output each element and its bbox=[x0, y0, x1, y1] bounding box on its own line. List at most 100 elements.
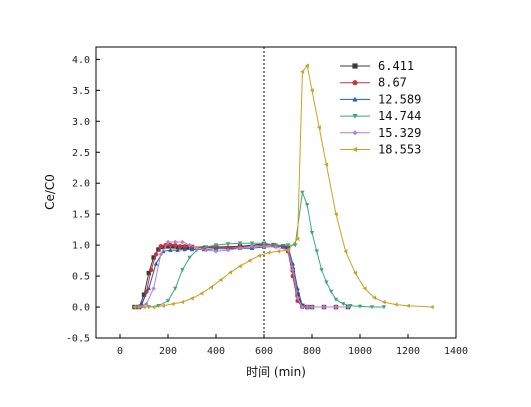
data-point bbox=[273, 244, 279, 250]
data-point bbox=[352, 80, 358, 86]
data-point bbox=[345, 304, 351, 310]
data-point bbox=[333, 304, 339, 310]
y-tick-label: 0.5 bbox=[72, 272, 90, 283]
legend-label: 6.411 bbox=[378, 59, 414, 73]
data-point bbox=[189, 296, 194, 301]
data-point bbox=[204, 247, 209, 253]
data-point bbox=[300, 304, 305, 310]
data-point bbox=[209, 285, 213, 290]
data-point bbox=[352, 96, 358, 102]
y-tick-label: 2.5 bbox=[72, 148, 90, 159]
data-point bbox=[225, 242, 231, 247]
data-point bbox=[261, 241, 267, 246]
series-5 bbox=[132, 63, 434, 310]
data-point bbox=[187, 255, 192, 260]
legend-item: 14.744 bbox=[340, 109, 421, 123]
data-point bbox=[175, 247, 180, 252]
data-point bbox=[146, 286, 151, 291]
data-point bbox=[293, 243, 298, 248]
legend-item: 18.553 bbox=[340, 143, 421, 157]
data-point bbox=[353, 270, 357, 276]
data-point bbox=[381, 305, 387, 310]
data-point bbox=[261, 244, 267, 249]
data-point bbox=[213, 249, 219, 254]
data-point bbox=[168, 242, 173, 248]
data-point bbox=[352, 146, 358, 153]
y-tick-label: 3.0 bbox=[72, 117, 90, 128]
data-point bbox=[225, 247, 231, 253]
legend-label: 8.67 bbox=[378, 76, 407, 90]
data-point bbox=[168, 247, 173, 252]
y-tick-label: -0.5 bbox=[66, 334, 90, 345]
data-point bbox=[333, 297, 339, 302]
data-point bbox=[175, 244, 180, 250]
data-point bbox=[218, 277, 223, 282]
data-point bbox=[352, 114, 358, 119]
data-point bbox=[309, 230, 315, 235]
data-point bbox=[144, 301, 149, 307]
data-point bbox=[170, 301, 175, 307]
data-point bbox=[247, 258, 252, 263]
legend-label: 18.553 bbox=[378, 143, 421, 157]
data-point bbox=[329, 289, 334, 294]
x-tick-label: 1000 bbox=[348, 346, 372, 357]
data-point bbox=[369, 305, 375, 310]
data-point bbox=[295, 295, 300, 300]
y-axis: -0.5 0.0 0.5 1.0 1.5 2.0 2.5 3.0 3.5 4.0 bbox=[66, 55, 100, 345]
legend-label: 15.329 bbox=[378, 126, 421, 140]
data-point bbox=[429, 304, 434, 310]
data-point bbox=[305, 304, 310, 310]
data-point bbox=[173, 239, 178, 245]
data-point bbox=[161, 244, 166, 250]
data-point bbox=[305, 203, 310, 208]
y-tick-label: 2.0 bbox=[72, 179, 90, 190]
data-point bbox=[151, 255, 156, 260]
data-point bbox=[237, 246, 243, 251]
series-line bbox=[134, 245, 336, 308]
data-point bbox=[153, 261, 159, 266]
legend-label: 14.744 bbox=[378, 109, 421, 123]
legend-item: 15.329 bbox=[340, 126, 421, 140]
x-axis-title: 时间 (min) bbox=[246, 365, 306, 379]
data-point bbox=[324, 162, 329, 167]
data-point bbox=[362, 286, 367, 291]
data-point bbox=[194, 246, 199, 251]
data-point bbox=[173, 242, 178, 248]
data-point bbox=[170, 244, 175, 249]
data-point bbox=[237, 241, 243, 246]
data-point bbox=[309, 88, 314, 93]
data-point bbox=[381, 299, 386, 305]
data-point bbox=[177, 244, 183, 249]
series-group bbox=[132, 63, 434, 310]
data-point bbox=[393, 302, 398, 307]
data-point bbox=[151, 304, 156, 310]
data-point bbox=[276, 249, 281, 254]
data-point bbox=[249, 241, 255, 246]
x-axis: 0 200 400 600 800 1000 1200 1400 bbox=[117, 334, 468, 357]
data-point bbox=[165, 244, 171, 249]
data-point bbox=[285, 247, 290, 253]
series-4 bbox=[137, 239, 351, 310]
series-2 bbox=[132, 244, 339, 309]
x-tick-label: 1200 bbox=[396, 346, 420, 357]
series-line bbox=[136, 244, 336, 308]
data-point bbox=[300, 190, 305, 195]
x-tick-label: 0 bbox=[117, 346, 123, 357]
data-point bbox=[343, 249, 348, 254]
data-point bbox=[158, 244, 163, 249]
y-axis-title: Ce/C0 bbox=[43, 174, 57, 210]
data-point bbox=[249, 244, 255, 249]
data-point bbox=[132, 304, 137, 310]
y-tick-label: 3.5 bbox=[72, 86, 90, 97]
data-point bbox=[228, 270, 233, 275]
series-line bbox=[139, 190, 384, 308]
data-point bbox=[357, 304, 363, 309]
data-point bbox=[317, 125, 321, 130]
data-point bbox=[341, 302, 346, 307]
data-point bbox=[180, 299, 185, 305]
data-point bbox=[187, 242, 192, 248]
legend-item: 6.411 bbox=[340, 59, 414, 73]
data-point bbox=[141, 304, 146, 310]
data-point bbox=[151, 286, 156, 291]
